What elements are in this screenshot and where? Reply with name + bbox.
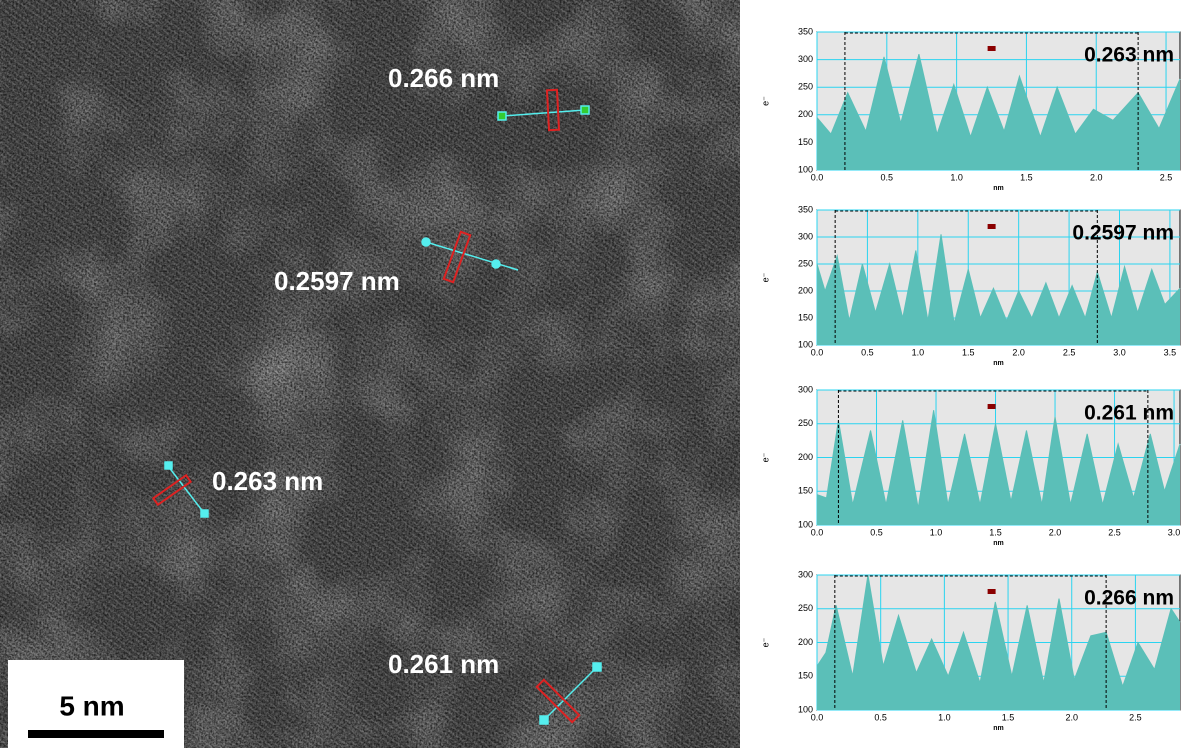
x-tick-label: 1.0: [912, 347, 925, 357]
annotation: 0.263 nm: [212, 466, 323, 496]
profiles: 100 150 200 250 300 350 0.0 0.5 1.0 1.5 2.0 2.5 0.26…: [760, 26, 1181, 732]
y-tick-label: 250: [798, 258, 813, 268]
x-tick-label: 3.0: [1168, 527, 1181, 537]
x-tick-label: 2.5: [1063, 347, 1076, 357]
annotation: 0.261 nm: [388, 649, 499, 679]
y-tick-label: 150: [798, 312, 813, 322]
y-tick-label: 300: [798, 569, 813, 579]
y-tick-label: 300: [798, 231, 813, 241]
y-tick-label: 300: [798, 54, 813, 64]
tem-image: 0.266 nm 0.2597 nm 0.263 nm 0.261 nm 5 n…: [0, 0, 740, 748]
x-tick-label: 2.0: [1012, 347, 1025, 357]
x-tick-label: 2.0: [1065, 712, 1078, 722]
area-fill: [817, 54, 1180, 170]
x-tick-label: 1.5: [989, 527, 1002, 537]
y-tick-label: 100: [798, 164, 813, 174]
x-axis-label: nm: [993, 725, 1004, 732]
x-tick-label: 2.5: [1108, 527, 1121, 537]
y-tick-label: 150: [798, 486, 813, 496]
y-tick-label: 250: [798, 82, 813, 92]
annotation: 0.266 nm: [388, 63, 499, 93]
profile-line: [816, 574, 1181, 688]
x-tick-label: 0.0: [811, 172, 824, 182]
x-axis-label: nm: [993, 360, 1004, 367]
y-tick-label: 350: [798, 204, 813, 214]
area-fill: [817, 410, 1180, 525]
y-tick-label: 100: [798, 704, 813, 714]
y-axis-label: e⁻: [760, 637, 770, 647]
x-tick-label: 1.0: [950, 172, 963, 182]
x-tick-label: 0.5: [861, 347, 874, 357]
y-tick-label: 150: [798, 137, 813, 147]
x-tick-label: 2.5: [1129, 712, 1142, 722]
cursor: [987, 404, 996, 409]
x-tick-label: 3.0: [1113, 347, 1126, 357]
x-tick-label: 1.5: [1020, 172, 1033, 182]
cursor: [987, 224, 996, 229]
scale-bar: [28, 730, 164, 738]
y-tick-label: 150: [798, 671, 813, 681]
x-tick-label: 1.5: [1002, 712, 1015, 722]
cursor: [987, 46, 996, 51]
y-tick-label: 350: [798, 26, 813, 36]
x-tick-label: 0.0: [811, 527, 824, 537]
x-tick-label: 1.0: [938, 712, 951, 722]
profile-line: [816, 53, 1181, 139]
x-axis-label: nm: [993, 540, 1004, 547]
scale-bar-label: 5 nm: [59, 690, 124, 721]
y-tick-label: 200: [798, 285, 813, 295]
x-tick-label: 0.0: [811, 712, 824, 722]
annotation: 0.266 nm: [1084, 587, 1174, 610]
x-tick-label: 0.5: [881, 172, 894, 182]
annotation: 0.2597 nm: [274, 266, 400, 296]
x-tick-label: 0.0: [811, 347, 824, 357]
profile-line: [816, 234, 1181, 324]
x-tick-label: 3.5: [1164, 347, 1177, 357]
x-tick-label: 2.5: [1160, 172, 1173, 182]
cursor: [987, 589, 996, 594]
annotation: 0.261 nm: [1084, 402, 1174, 425]
y-tick-label: 200: [798, 637, 813, 647]
y-tick-label: 200: [798, 452, 813, 462]
y-axis-label: e⁻: [760, 96, 770, 106]
x-tick-label: 1.0: [930, 527, 943, 537]
area-fill: [817, 575, 1180, 710]
annotation: 0.2597 nm: [1072, 222, 1174, 245]
y-tick-label: 300: [798, 384, 813, 394]
y-tick-label: 200: [798, 109, 813, 119]
y-axis-label: e⁻: [760, 272, 770, 282]
x-tick-label: 0.5: [874, 712, 887, 722]
annotation: 0.263 nm: [1084, 44, 1174, 67]
area-fill: [817, 234, 1180, 345]
y-tick-label: 250: [798, 418, 813, 428]
x-tick-label: 2.0: [1049, 527, 1062, 537]
y-tick-label: 100: [798, 339, 813, 349]
profile-line: [816, 410, 1181, 509]
x-tick-label: 0.5: [870, 527, 883, 537]
x-tick-label: 2.0: [1090, 172, 1103, 182]
x-tick-label: 1.5: [962, 347, 975, 357]
y-axis-label: e⁻: [760, 452, 770, 462]
x-axis-label: nm: [993, 185, 1004, 192]
y-tick-label: 100: [798, 519, 813, 529]
y-tick-label: 250: [798, 603, 813, 613]
